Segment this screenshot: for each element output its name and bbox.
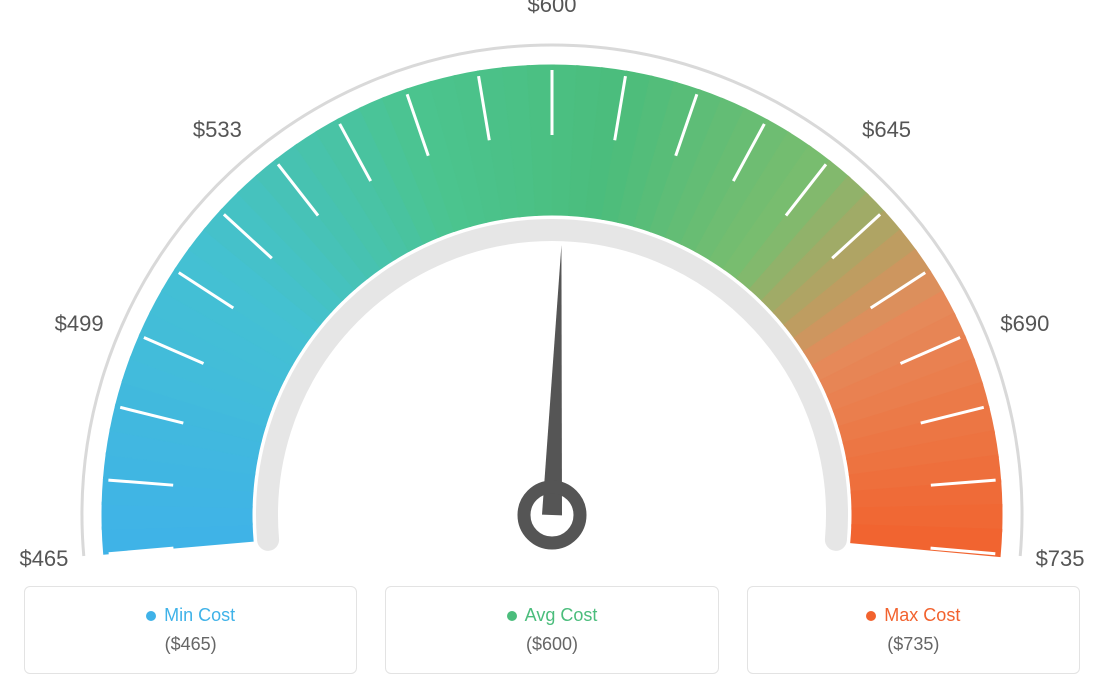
legend-avg-dot-icon bbox=[507, 611, 517, 621]
gauge-tick-label: $533 bbox=[193, 117, 242, 143]
legend-max-dot-icon bbox=[866, 611, 876, 621]
gauge-chart: $465$499$533$600$645$690$735 bbox=[0, 0, 1104, 560]
legend-max: Max Cost ($735) bbox=[747, 586, 1080, 674]
gauge-tick-label: $465 bbox=[19, 546, 68, 572]
gauge-tick-label: $499 bbox=[55, 311, 104, 337]
legend-max-label: Max Cost bbox=[884, 605, 960, 626]
legend-max-value: ($735) bbox=[887, 634, 939, 655]
legend-min-label: Min Cost bbox=[164, 605, 235, 626]
legend-min: Min Cost ($465) bbox=[24, 586, 357, 674]
legend-min-dot-icon bbox=[146, 611, 156, 621]
legend-avg-value: ($600) bbox=[526, 634, 578, 655]
gauge-tick-label: $600 bbox=[528, 0, 577, 18]
legend-avg-top: Avg Cost bbox=[507, 605, 598, 626]
gauge-tick-label: $645 bbox=[862, 117, 911, 143]
legend-avg: Avg Cost ($600) bbox=[385, 586, 718, 674]
legend-min-value: ($465) bbox=[165, 634, 217, 655]
legend-avg-label: Avg Cost bbox=[525, 605, 598, 626]
legend-max-top: Max Cost bbox=[866, 605, 960, 626]
gauge-tick-label: $735 bbox=[1036, 546, 1085, 572]
gauge-svg bbox=[0, 0, 1104, 560]
legend-min-top: Min Cost bbox=[146, 605, 235, 626]
legend-row: Min Cost ($465) Avg Cost ($600) Max Cost… bbox=[0, 570, 1104, 690]
gauge-tick-label: $690 bbox=[1000, 311, 1049, 337]
